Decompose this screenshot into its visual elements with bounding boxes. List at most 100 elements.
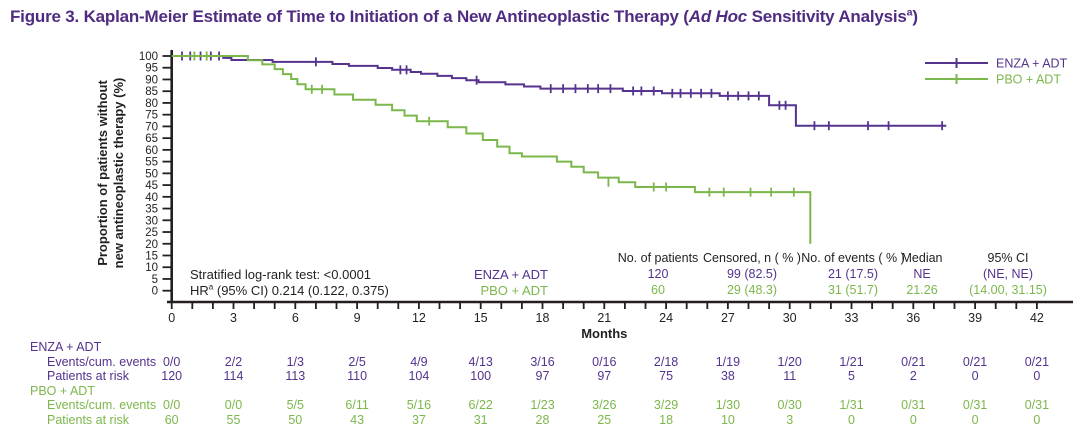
risk-value: 43 — [350, 412, 365, 424]
y-axis-title-line2: new antineoplastic therapy (%) — [111, 78, 126, 269]
risk-value: 4/9 — [410, 354, 428, 369]
figure-title-suffix: Sensitivity Analysis — [747, 7, 907, 26]
y-tick-label: 20 — [145, 239, 158, 251]
risk-value: 11 — [783, 369, 797, 383]
y-tick-label: 100 — [139, 51, 158, 63]
risk-value: 0 — [909, 412, 917, 424]
risk-value: 1/19 — [715, 354, 741, 369]
risk-value: 31 — [473, 412, 488, 424]
x-tick-label: 6 — [292, 311, 299, 325]
risk-value: 0 — [971, 369, 979, 383]
y-axis-title: Proportion of patients without new antine… — [95, 78, 126, 269]
risk-value: 37 — [411, 412, 426, 424]
y-tick-label: 45 — [145, 180, 158, 192]
curve-enza — [171, 55, 947, 127]
risk-value: 25 — [597, 412, 612, 424]
x-axis-title: Months — [581, 326, 627, 341]
risk-value: 0/31 — [962, 398, 988, 412]
summary-row-label-pbo: PBO + ADT — [480, 283, 548, 298]
summary-value-pbo: 21.26 — [906, 283, 938, 297]
risk-value: 0 — [1033, 412, 1041, 424]
risk-value: 5/5 — [286, 398, 304, 412]
y-tick-label: 0 — [152, 286, 158, 298]
risk-value: 1/30 — [715, 398, 741, 412]
summary-value-enza: 120 — [647, 267, 669, 281]
risk-value: 5/16 — [406, 398, 432, 412]
legend-label-pbo: PBO + ADT — [996, 73, 1061, 87]
y-tick-label: 75 — [145, 110, 158, 122]
risk-value: 2/5 — [348, 354, 366, 369]
y-axis-title-line1: Proportion of patients without — [95, 80, 110, 266]
risk-value: 100 — [470, 369, 492, 383]
risk-value: 97 — [597, 369, 612, 383]
risk-value: 18 — [659, 412, 674, 424]
risk-value: 60 — [164, 412, 179, 424]
y-tick-label: 15 — [145, 250, 158, 262]
risk-value: 5 — [848, 369, 855, 383]
summary-col-header: 95% CI — [987, 251, 1029, 265]
legend-item-pbo: PBO + ADT — [925, 73, 1061, 87]
legend-label-enza: ENZA + ADT — [996, 57, 1068, 71]
figure-title-footnote-marker: a — [906, 6, 913, 19]
risk-value: 0 — [848, 412, 855, 424]
risk-value: 97 — [535, 369, 550, 383]
x-tick-label: 9 — [354, 311, 361, 325]
risk-group-label-enza: ENZA + ADT — [30, 340, 102, 354]
risk-value: 4/13 — [468, 354, 493, 369]
y-tick-label: 70 — [145, 121, 158, 133]
summary-value-pbo: 29 (48.3) — [726, 283, 778, 297]
x-tick-label: 36 — [906, 311, 920, 325]
y-tick-label: 25 — [145, 227, 158, 239]
stat-hr: HRa (95% CI) 0.214 (0.122, 0.375) — [190, 283, 389, 298]
x-tick-label: 42 — [1030, 311, 1044, 325]
curve-pbo — [171, 55, 812, 244]
y-tick-label: 80 — [145, 98, 158, 110]
figure-title-italic: Ad Hoc — [688, 7, 748, 26]
risk-value: 1/23 — [530, 398, 555, 412]
y-tick-label: 35 — [145, 204, 158, 216]
risk-value: 1/31 — [839, 398, 864, 412]
risk-value: 2/2 — [224, 354, 243, 369]
y-tick-label: 30 — [145, 215, 158, 227]
risk-value: 28 — [535, 412, 550, 424]
y-tick-label: 5 — [152, 274, 158, 286]
stat-logrank: Stratified log-rank test: <0.0001 — [190, 267, 372, 282]
y-tick-label: 55 — [145, 157, 158, 169]
stat-hr-footnote-marker: a — [208, 282, 214, 292]
risk-value: 75 — [659, 369, 674, 383]
risk-value: 0/21 — [901, 354, 926, 369]
y-tick-label: 85 — [145, 86, 158, 98]
risk-value: 3/16 — [530, 354, 555, 369]
risk-value: 0/0 — [162, 398, 181, 412]
x-tick-label: 12 — [412, 311, 426, 325]
y-tick-label: 60 — [145, 145, 158, 157]
risk-value: 120 — [161, 369, 183, 383]
risk-row-label: Patients at risk — [47, 369, 129, 383]
risk-value: 0 — [971, 412, 979, 424]
risk-value: 0/31 — [901, 398, 926, 412]
risk-value: 6/22 — [468, 398, 493, 412]
risk-value: 114 — [223, 369, 244, 383]
summary-value-enza: 99 (82.5) — [726, 267, 778, 281]
summary-col-header: Median — [901, 251, 943, 265]
risk-value: 10 — [720, 412, 735, 424]
figure-title-close: ) — [912, 7, 918, 26]
risk-value: 110 — [347, 369, 368, 383]
risk-value: 1/20 — [777, 354, 802, 369]
summary-value-pbo: (14.00, 31.15) — [969, 283, 1047, 297]
x-tick-label: 15 — [474, 311, 488, 325]
y-tick-label: 40 — [145, 192, 158, 204]
y-tick-label: 90 — [145, 74, 158, 86]
risk-row-label: Events/cum. events — [47, 398, 157, 412]
risk-group-label-pbo: PBO + ADT — [30, 383, 95, 398]
y-tick-label: 50 — [145, 168, 158, 180]
y-tick-label: 10 — [145, 262, 158, 274]
x-tick-label: 30 — [783, 311, 797, 325]
risk-value: 0/0 — [224, 398, 243, 412]
risk-value: 0 — [1033, 369, 1041, 383]
risk-value: 0/31 — [1024, 398, 1050, 412]
risk-row-label: Events/cum. events — [47, 354, 157, 369]
figure-title-text: Figure 3. Kaplan-Meier Estimate of Time … — [10, 7, 689, 26]
x-tick-label: 0 — [168, 311, 175, 325]
